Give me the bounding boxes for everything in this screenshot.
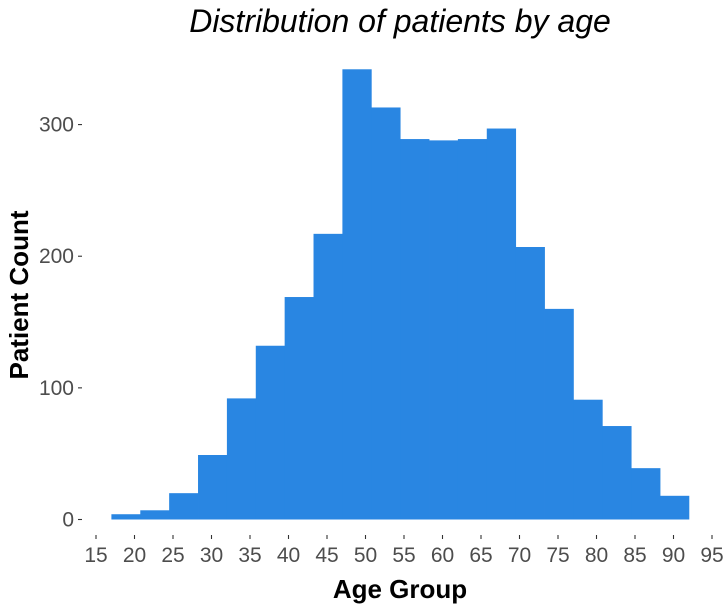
x-tick-label: 75 bbox=[546, 544, 569, 567]
histogram-bar bbox=[284, 297, 314, 520]
x-tick-label: 60 bbox=[431, 544, 454, 567]
x-tick-label: 45 bbox=[315, 544, 338, 567]
histogram-bar bbox=[226, 398, 257, 520]
histogram-bar bbox=[457, 139, 488, 520]
x-tick-label: 40 bbox=[277, 544, 300, 567]
histogram-bar bbox=[602, 426, 632, 520]
x-tick-label: 25 bbox=[161, 544, 184, 567]
y-tick-label: 300 bbox=[39, 114, 74, 137]
histogram-bar bbox=[198, 455, 228, 520]
histogram-bar bbox=[255, 345, 286, 520]
histogram-bar bbox=[429, 140, 459, 520]
histogram-bar bbox=[544, 308, 574, 520]
histogram-bar bbox=[313, 233, 343, 520]
x-tick-label: 80 bbox=[585, 544, 608, 567]
histogram-bar bbox=[660, 495, 690, 520]
x-tick-label: 90 bbox=[662, 544, 685, 567]
x-tick-label: 20 bbox=[123, 544, 146, 567]
x-tick-label: 35 bbox=[238, 544, 261, 567]
bars-group bbox=[111, 69, 690, 520]
histogram-bar bbox=[169, 493, 199, 520]
histogram-bar bbox=[573, 399, 603, 520]
x-tick-label: 95 bbox=[700, 544, 723, 567]
chart-title: Distribution of patients by age bbox=[189, 3, 611, 39]
histogram-bar bbox=[631, 468, 661, 520]
x-tick-label: 70 bbox=[508, 544, 531, 567]
y-axis: 0 100 200 300 bbox=[39, 114, 82, 532]
y-tick-label: 200 bbox=[39, 245, 74, 268]
histogram-bar bbox=[342, 69, 372, 520]
x-tick-label: 15 bbox=[84, 544, 107, 567]
y-axis-title: Patient Count bbox=[4, 210, 34, 379]
histogram-bar bbox=[486, 128, 517, 520]
y-tick-label: 100 bbox=[39, 377, 74, 400]
x-tick-label: 65 bbox=[469, 544, 492, 567]
histogram-bar bbox=[140, 510, 170, 520]
x-tick-label: 30 bbox=[200, 544, 223, 567]
x-tick-label: 85 bbox=[623, 544, 646, 567]
x-tick-label: 55 bbox=[392, 544, 415, 567]
x-axis-title: Age Group bbox=[333, 574, 467, 604]
histogram-bar bbox=[400, 139, 430, 520]
histogram-bar bbox=[111, 514, 141, 520]
x-tick-label: 50 bbox=[354, 544, 377, 567]
y-tick-label: 0 bbox=[62, 509, 74, 532]
x-axis: 15 20 25 30 35 40 45 50 55 60 65 70 75 80 85 90 95 bbox=[84, 535, 724, 567]
histogram-bar bbox=[515, 247, 545, 520]
histogram-bar bbox=[371, 107, 401, 520]
